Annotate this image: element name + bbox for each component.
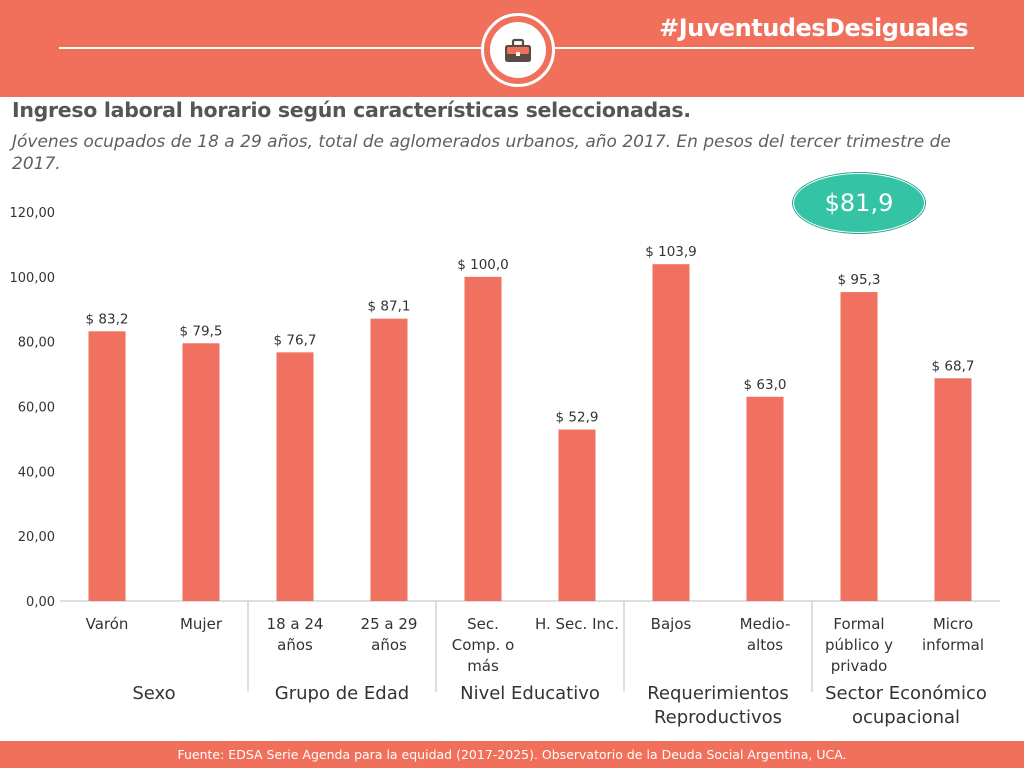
y-tick-label: 60,00: [18, 401, 55, 416]
logo: [481, 13, 555, 87]
chart-title: Ingreso laboral horario según caracterís…: [12, 98, 691, 122]
logo-inner: [490, 22, 546, 78]
x-category-label: altos: [747, 636, 783, 654]
bar-value-label: $ 52,9: [556, 410, 599, 426]
y-tick-label: 80,00: [18, 336, 55, 351]
x-category-label: Varón: [86, 615, 129, 633]
bar: [276, 352, 314, 601]
bar: [746, 396, 784, 601]
x-category-label: público y: [825, 636, 893, 654]
x-category-label: Bajos: [651, 615, 692, 633]
x-category-label: privado: [831, 657, 888, 675]
y-tick-label: 40,00: [18, 465, 55, 480]
bar: [558, 429, 596, 601]
x-category-label: informal: [922, 636, 984, 654]
x-group-label: Sexo: [132, 683, 175, 704]
bar-chart: 0,00 20,00 40,00 60,00 80,00 100,00 120,00 $ 83…: [10, 206, 1000, 728]
x-group-label: Reproductivos: [654, 707, 782, 728]
x-category-label: Comp. o: [452, 636, 515, 654]
y-tick-label: 100,00: [10, 271, 56, 286]
bar-value-label: $ 95,3: [838, 272, 881, 288]
bar: [934, 378, 972, 601]
bar: [370, 318, 408, 601]
x-group-label: Grupo de Edad: [275, 683, 409, 704]
x-category-label: Formal: [833, 615, 884, 633]
x-group-label: Nivel Educativo: [460, 683, 600, 704]
bar: [652, 264, 690, 601]
x-group-label: ocupacional: [852, 707, 960, 728]
x-category-label: Medio-: [740, 615, 791, 633]
x-category-label: años: [277, 636, 313, 654]
x-group-label: Requerimientos: [647, 683, 789, 704]
bar-value-label: $ 79,5: [180, 323, 223, 339]
hashtag-title: #JuventudesDesiguales: [659, 14, 968, 42]
footer-source-text: Fuente: EDSA Serie Agenda para la equida…: [177, 747, 847, 762]
y-tick-label: 0,00: [26, 595, 55, 610]
briefcase-icon: [505, 38, 531, 62]
x-category-label: Sec.: [467, 615, 499, 633]
chart-subtitle: Jóvenes ocupados de 18 a 29 años, total …: [12, 132, 951, 174]
bar-value-label: $ 83,2: [86, 311, 129, 327]
bar: [840, 292, 878, 601]
x-category-label: 18 a 24: [267, 615, 324, 633]
x-category-label: Mujer: [180, 615, 223, 633]
bar: [182, 343, 220, 601]
footer-source: Fuente: EDSA Serie Agenda para la equida…: [0, 741, 1024, 768]
bar-value-label: $ 87,1: [368, 299, 411, 315]
x-category-label: más: [467, 657, 499, 675]
average-badge: $81,9: [793, 173, 925, 233]
bar-value-label: $ 103,9: [645, 244, 697, 260]
x-category-label: 25 a 29: [361, 615, 418, 633]
x-category-label: Micro: [933, 615, 973, 633]
bar-value-label: $ 63,0: [744, 377, 787, 393]
x-group-label: Sector Económico: [825, 683, 987, 704]
bar-value-label: $ 100,0: [457, 257, 509, 273]
x-category-label: años: [371, 636, 407, 654]
bar: [88, 331, 126, 601]
bar-value-label: $ 68,7: [932, 358, 975, 374]
bar-value-label: $ 76,7: [274, 332, 317, 348]
x-category-label: H. Sec. Inc.: [535, 615, 619, 633]
y-tick-label: 120,00: [10, 206, 56, 221]
y-tick-label: 20,00: [18, 530, 55, 545]
bar: [464, 276, 502, 601]
